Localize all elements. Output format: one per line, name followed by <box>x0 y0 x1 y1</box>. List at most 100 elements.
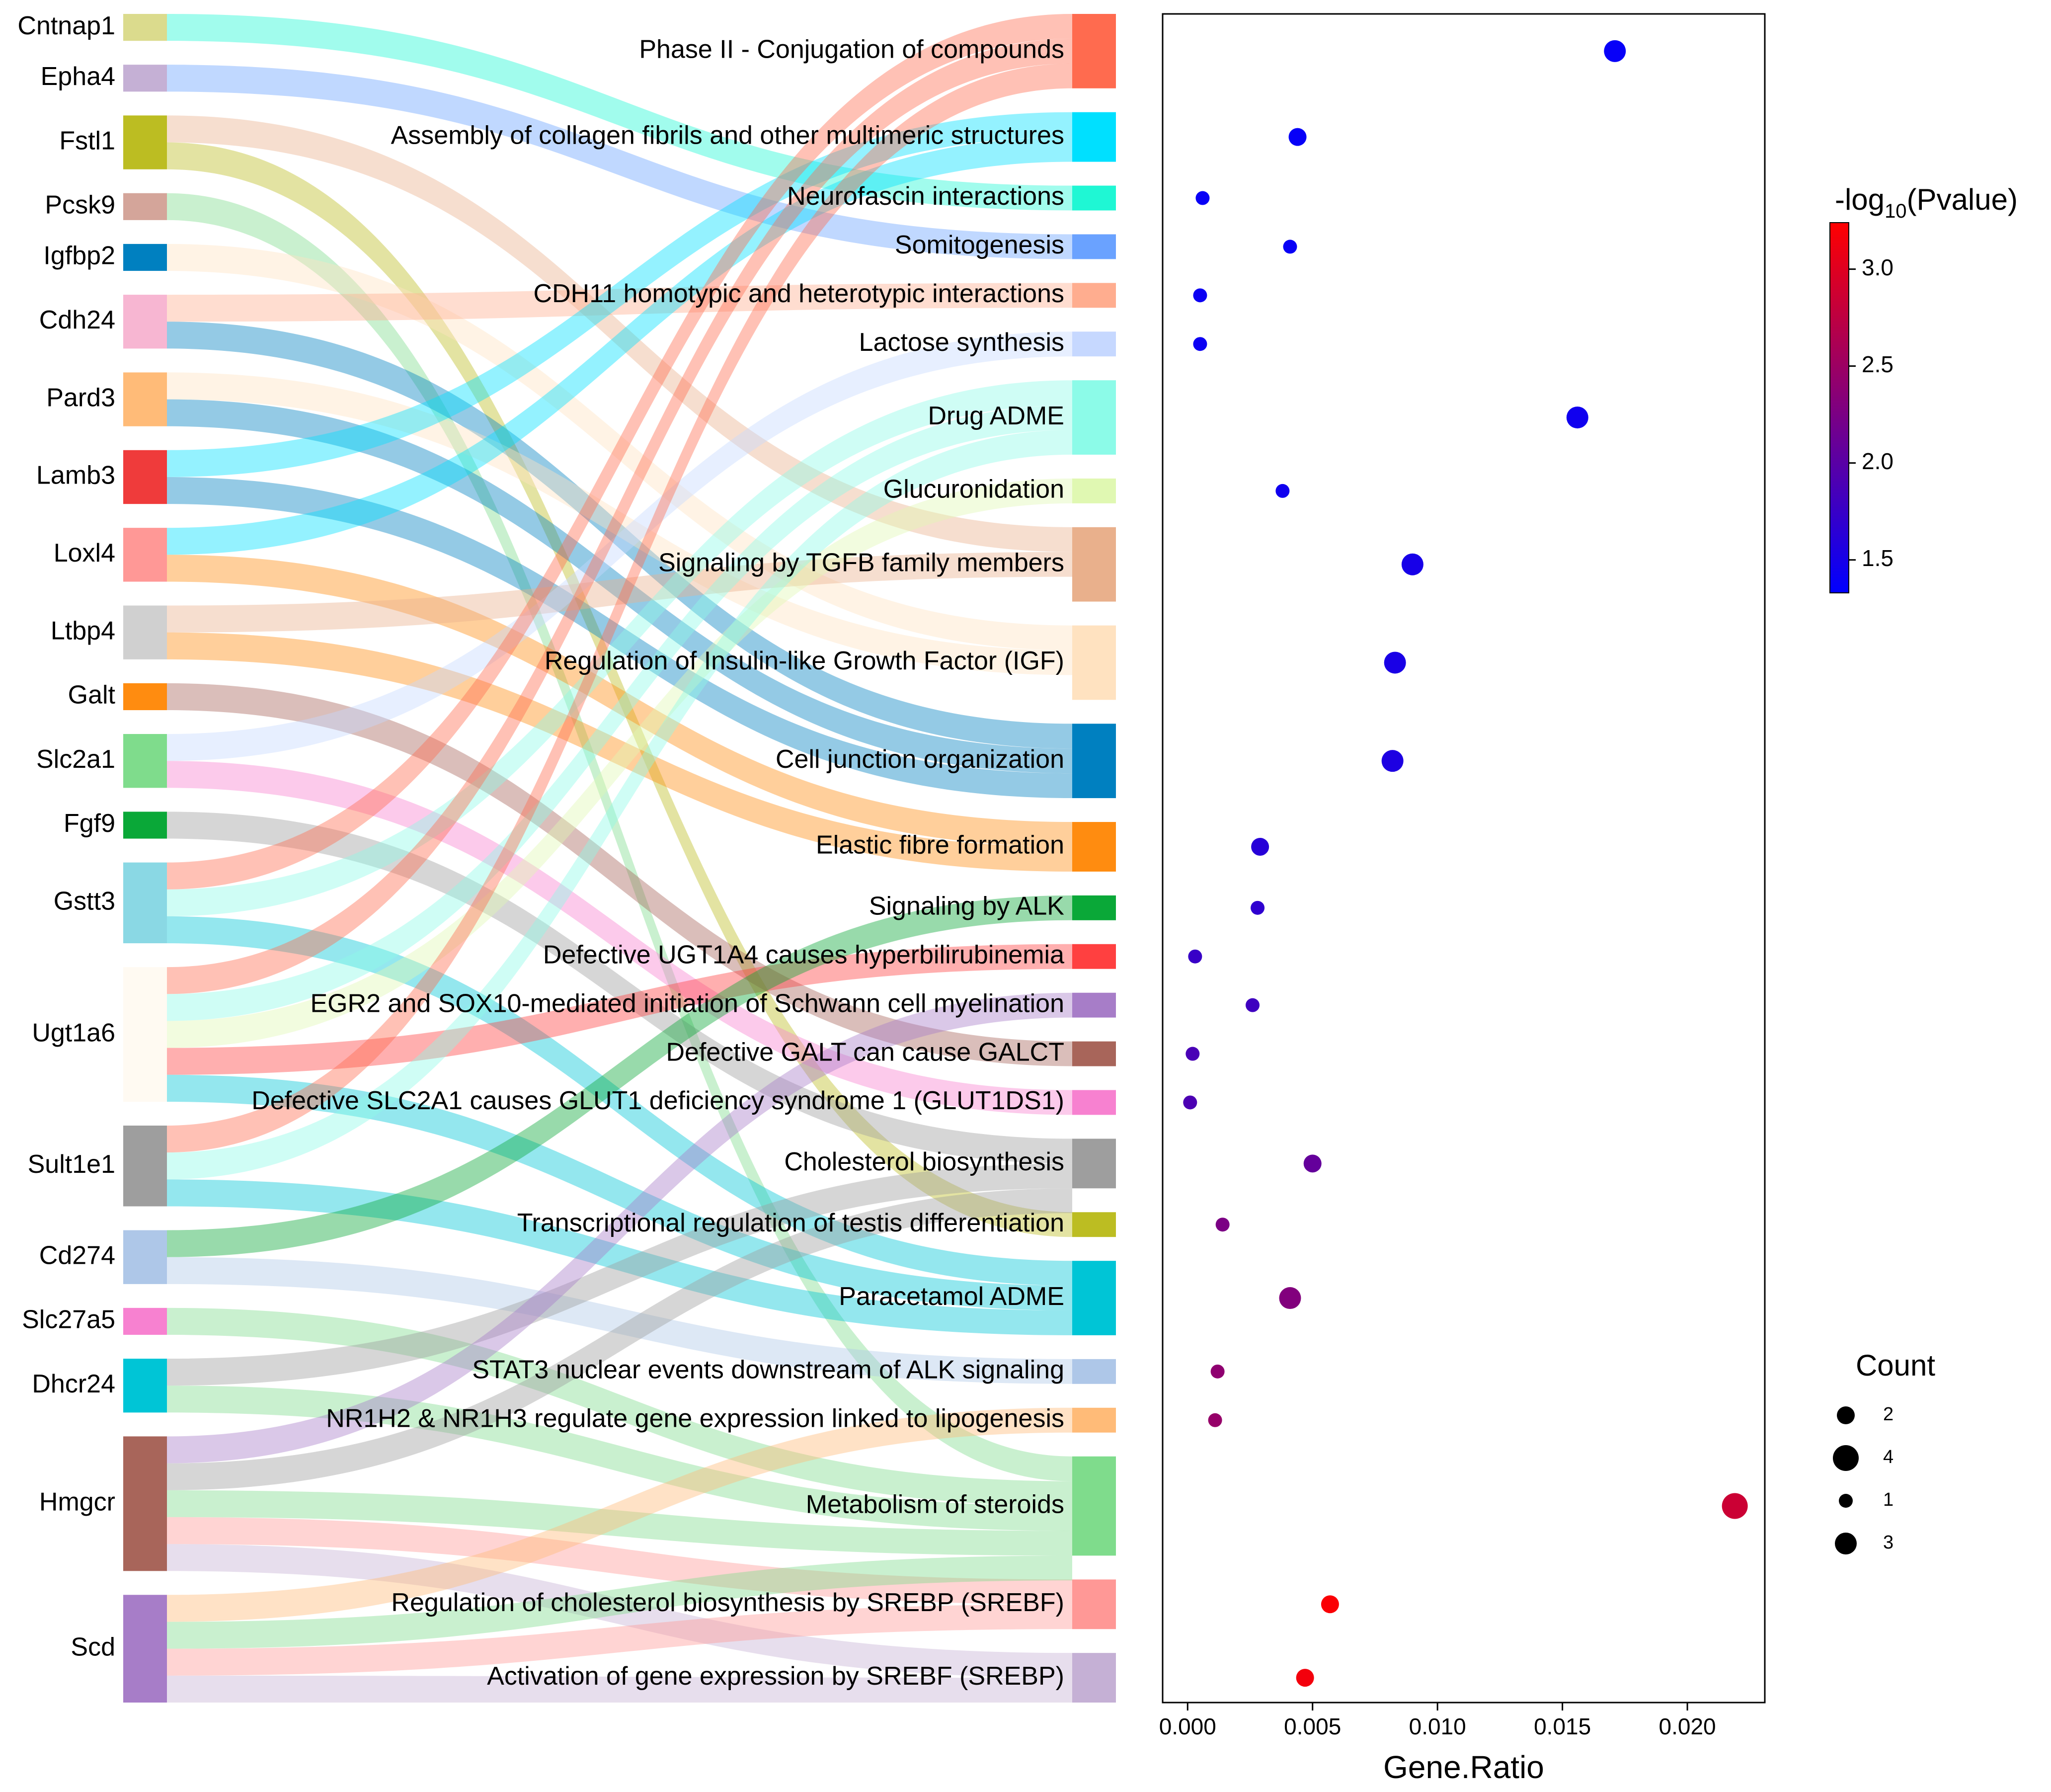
gene-node-cd274 <box>123 1230 167 1284</box>
gene-label-loxl4: Loxl4 <box>54 539 115 568</box>
link-sult1e1-paracetamol-adme <box>167 1179 1072 1335</box>
pathway-node-signaling-by-alk <box>1072 895 1116 920</box>
link-hmgcr-activation-of-gene-expression-by-srebf-srebp <box>167 1544 1072 1678</box>
pathway-node-neurofascin-interactions <box>1072 185 1116 211</box>
dot-defective-ugt1a4-causes-hyperbilirubinemia <box>1188 949 1202 964</box>
pathway-label-nr1h2-nr1h3-regulate-gene-expression-linked-to-lipogenesis: NR1H2 & NR1H3 regulate gene expression l… <box>326 1404 1064 1433</box>
pathway-label-signaling-by-alk: Signaling by ALK <box>869 892 1064 921</box>
x-tick-label: 0.010 <box>1409 1713 1466 1739</box>
pathway-node-paracetamol-adme <box>1072 1261 1116 1335</box>
size-legend-label: 4 <box>1883 1447 1893 1467</box>
pathway-label-defective-ugt1a4-causes-hyperbilirubinemia: Defective UGT1A4 causes hyperbilirubinem… <box>543 940 1064 969</box>
x-axis-title: Gene.Ratio <box>1383 1749 1544 1785</box>
x-tick-label: 0.015 <box>1534 1713 1591 1739</box>
dot-regulation-of-insulin-like-growth-factor-igf <box>1384 652 1406 674</box>
dot-neurofascin-interactions <box>1195 191 1210 205</box>
gene-label-fgf9: Fgf9 <box>64 809 115 838</box>
link-pard3-regulation-of-insulin-like-growth-factor-igf <box>167 372 1072 675</box>
gene-label-slc27a5: Slc27a5 <box>22 1305 115 1334</box>
gene-label-cntnap1: Cntnap1 <box>17 11 115 40</box>
colorbar-tick-label: 3.0 <box>1862 254 1893 280</box>
dot-stat3-nuclear-events-downstream-of-alk-signaling <box>1210 1364 1225 1379</box>
link-gstt3-drug-adme <box>167 380 1072 916</box>
gene-node-dhcr24 <box>123 1359 167 1413</box>
pathway-node-activation-of-gene-expression-by-srebf-srebp <box>1072 1653 1116 1703</box>
pathway-label-defective-slc2a1-causes-glut1-deficiency-syndrome-1-glut1ds1: Defective SLC2A1 causes GLUT1 deficiency… <box>251 1086 1064 1115</box>
gene-label-ltbp4: Ltbp4 <box>51 616 115 645</box>
pathway-node-transcriptional-regulation-of-testis-differentiation <box>1072 1212 1116 1237</box>
pathway-label-assembly-of-collagen-fibrils-and-other-multimeric-structures: Assembly of collagen fibrils and other m… <box>391 121 1064 150</box>
dot-elastic-fibre-formation <box>1251 837 1269 856</box>
link-scd-nr1h2-nr1h3-regulate-gene-expression-linked-to-lipogenesis <box>167 1407 1072 1622</box>
link-loxl4-assembly-of-collagen-fibrils-and-other-multimeric-structures <box>167 137 1072 555</box>
gene-node-slc2a1 <box>123 734 167 788</box>
pathway-label-phase-ii-conjugation-of-compounds: Phase II - Conjugation of compounds <box>639 35 1064 64</box>
pathway-node-signaling-by-tgfb-family-members <box>1072 527 1116 602</box>
link-hmgcr-metabolism-of-steroids <box>167 1490 1072 1556</box>
size-legend-label: 1 <box>1883 1489 1893 1510</box>
gene-node-fgf9 <box>123 812 167 839</box>
gene-node-igfbp2 <box>123 244 167 271</box>
gene-label-fstl1: Fstl1 <box>59 126 115 155</box>
link-epha4-somitogenesis <box>167 65 1072 259</box>
pathway-node-glucuronidation <box>1072 478 1116 503</box>
size-legend: Count 2 4 1 3 <box>1833 1349 1935 1554</box>
colorbar-tick-label: 2.0 <box>1862 448 1893 474</box>
gene-label-gstt3: Gstt3 <box>54 887 115 916</box>
colorbar-title-suffix: (Pvalue) <box>1907 183 2018 216</box>
link-pcsk9-metabolism-of-steroids <box>167 193 1072 1481</box>
dotplot-frame <box>1162 13 1766 1704</box>
gene-label-igfbp2: Igfbp2 <box>43 242 115 270</box>
colorbar: -log10(Pvalue) 1.5 2.0 2.5 3.0 <box>1829 183 2018 593</box>
link-slc2a1-lactose-synthesis <box>167 331 1072 761</box>
gene-label-slc2a1: Slc2a1 <box>36 745 115 774</box>
gene-label-ugt1a6: Ugt1a6 <box>32 1018 115 1047</box>
pathway-node-assembly-of-collagen-fibrils-and-other-multimeric-structures <box>1072 112 1116 162</box>
pathway-label-transcriptional-regulation-of-testis-differentiation: Transcriptional regulation of testis dif… <box>517 1209 1064 1237</box>
pathway-label-metabolism-of-steroids: Metabolism of steroids <box>806 1490 1064 1519</box>
pathway-label-regulation-of-cholesterol-biosynthesis-by-srebp-srebf: Regulation of cholesterol biosynthesis b… <box>391 1588 1064 1617</box>
gene-label-pard3: Pard3 <box>46 383 115 412</box>
pathway-node-cell-junction-organization <box>1072 724 1116 799</box>
pathway-label-egr2-and-sox10-mediated-initiation-of-schwann-cell-myelination: EGR2 and SOX10-mediated initiation of Sc… <box>311 989 1065 1018</box>
pathway-label-stat3-nuclear-events-downstream-of-alk-signaling: STAT3 nuclear events downstream of ALK s… <box>472 1356 1064 1385</box>
pathway-labels: Phase II - Conjugation of compounds Assem… <box>251 35 1064 1691</box>
link-cntnap1-neurofascin-interactions <box>167 14 1072 211</box>
dot-defective-galt-can-cause-galct <box>1185 1047 1200 1061</box>
colorbar-title: -log10(Pvalue) <box>1835 183 2018 222</box>
link-ugt1a6-phase-ii-conjugation-of-compounds <box>167 38 1072 994</box>
link-cdh24-cdh11-homotypic-and-heterotypic-interactions <box>167 283 1072 322</box>
gene-label-scd: Scd <box>71 1632 115 1661</box>
size-legend-marker <box>1837 1406 1855 1424</box>
dot-signaling-by-tgfb-family-members <box>1401 553 1423 575</box>
pathway-label-neurofascin-interactions: Neurofascin interactions <box>787 182 1064 211</box>
colorbar-tick-label: 1.5 <box>1862 545 1893 571</box>
x-axis: 0.000 0.005 0.010 0.015 0.020 <box>1159 1703 1716 1739</box>
gene-node-lamb3 <box>123 450 167 504</box>
dot-nr1h2-nr1h3-regulate-gene-expression-linked-to-lipogenesis <box>1208 1413 1222 1427</box>
pathway-node-regulation-of-insulin-like-growth-factor-igf <box>1072 625 1116 700</box>
gene-node-slc27a5 <box>123 1307 167 1335</box>
pathway-label-cell-junction-organization: Cell junction organization <box>776 745 1064 774</box>
link-cd274-signaling-by-alk <box>167 895 1072 1257</box>
dot-cdh11-homotypic-and-heterotypic-interactions <box>1193 288 1207 303</box>
dot-defective-slc2a1-causes-glut1-deficiency-syndrome-1-glut1ds1 <box>1183 1095 1197 1110</box>
colorbar-ticks: 1.5 2.0 2.5 3.0 <box>1849 254 1893 571</box>
link-hmgcr-egr2-and-sox10-mediated-initiation-of-schwann-cell-myelination <box>167 992 1072 1464</box>
gene-label-lamb3: Lamb3 <box>36 461 115 490</box>
gene-node-cntnap1 <box>123 14 167 41</box>
pathway-label-cholesterol-biosynthesis: Cholesterol biosynthesis <box>784 1147 1064 1176</box>
link-fgf9-cholesterol-biosynthesis <box>167 812 1072 1164</box>
pathway-node-defective-galt-can-cause-galct <box>1072 1041 1116 1066</box>
colorbar-title-subscript: 10 <box>1885 200 1907 222</box>
link-ltbp4-elastic-fibre-formation <box>167 632 1072 872</box>
dot-signaling-by-alk <box>1251 900 1265 915</box>
pathway-node-egr2-and-sox10-mediated-initiation-of-schwann-cell-myelination <box>1072 992 1116 1018</box>
size-legend-entries: 2 4 1 3 <box>1833 1404 1893 1554</box>
colorbar-tick-label: 2.5 <box>1862 351 1893 377</box>
dot-lactose-synthesis <box>1193 337 1207 351</box>
pathway-node-stat3-nuclear-events-downstream-of-alk-signaling <box>1072 1359 1116 1384</box>
link-ugt1a6-glucuronidation <box>167 478 1072 1048</box>
pathway-node-nr1h2-nr1h3-regulate-gene-expression-linked-to-lipogenesis <box>1072 1407 1116 1433</box>
